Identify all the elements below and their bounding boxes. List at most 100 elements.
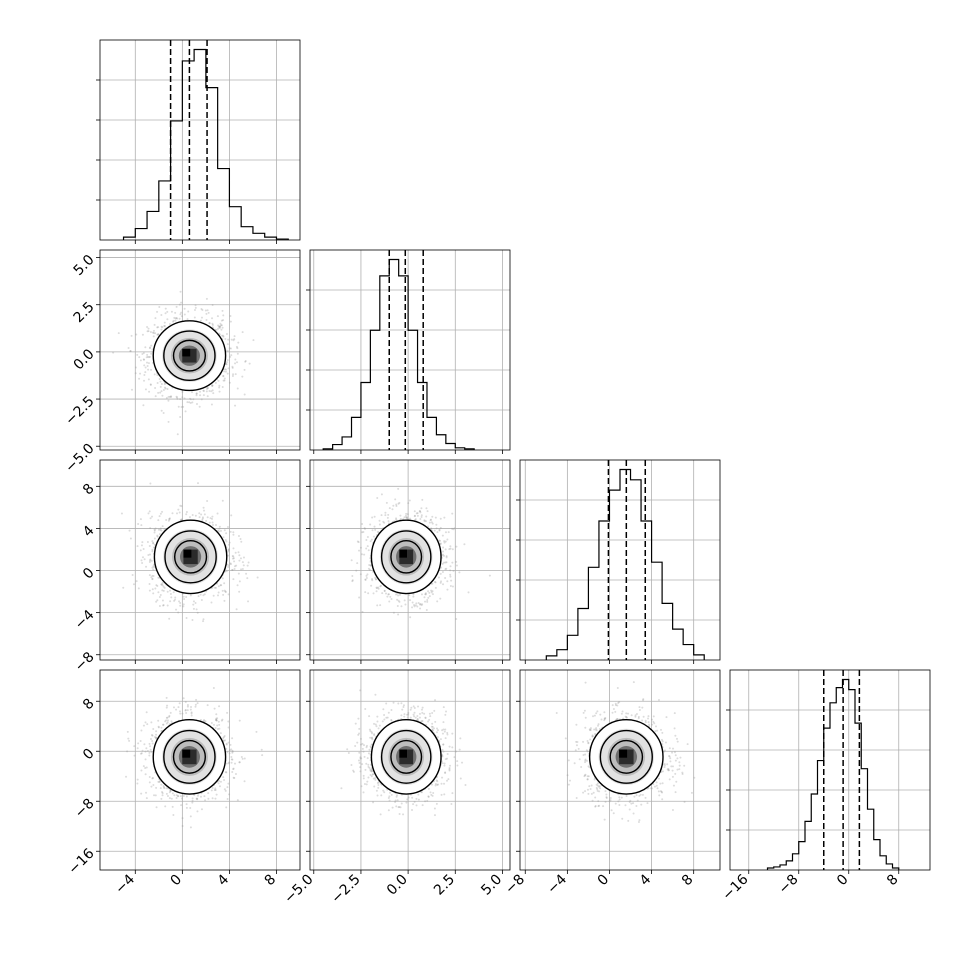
scatter-point: [149, 331, 152, 334]
scatter-point: [442, 554, 445, 557]
scatter-point: [236, 584, 239, 587]
scatter-point: [408, 499, 411, 502]
scatter-point: [165, 518, 168, 521]
scatter-point: [233, 335, 236, 338]
scatter-point: [210, 722, 213, 725]
scatter-point: [440, 566, 443, 569]
scatter-point: [375, 590, 378, 593]
scatter-point: [219, 529, 222, 532]
scatter-point: [234, 373, 237, 376]
scatter-point: [161, 589, 164, 592]
scatter-point: [443, 541, 446, 544]
scatter-point: [458, 571, 461, 574]
scatter-point: [415, 512, 418, 515]
scatter-point: [399, 514, 402, 517]
scatter-point: [153, 543, 156, 546]
scatter-point: [225, 570, 228, 573]
scatter-point: [444, 531, 447, 534]
scatter-point: [223, 589, 226, 592]
scatter-point: [397, 599, 400, 602]
scatter-point: [158, 533, 161, 536]
scatter-point: [186, 401, 189, 404]
scatter-point: [444, 548, 447, 551]
scatter-point: [183, 313, 186, 316]
scatter-point: [166, 716, 169, 719]
scatter-point: [161, 326, 164, 329]
scatter-point: [373, 515, 376, 518]
y-tick-label: −4: [72, 607, 98, 633]
scatter-point: [445, 556, 448, 559]
density-group-2-1: [350, 487, 491, 621]
hist-panel-0: [100, 40, 300, 240]
scatter-point: [198, 512, 201, 515]
scatter-point: [217, 591, 220, 594]
scatter-point: [185, 596, 188, 599]
scatter-point: [192, 600, 195, 603]
scatter-point: [185, 513, 188, 516]
scatter-point: [219, 325, 222, 328]
scatter-point: [143, 373, 146, 376]
scatter-point: [225, 806, 228, 809]
scatter-point: [159, 391, 162, 394]
scatter-point: [206, 499, 209, 502]
scatter-point: [418, 603, 421, 606]
scatter-point: [140, 524, 143, 527]
scatter-point: [230, 514, 233, 517]
scatter-point: [232, 373, 235, 376]
scatter-point: [441, 562, 444, 565]
scatter-point: [147, 330, 150, 333]
scatter-point: [216, 717, 219, 720]
scatter-point: [148, 553, 151, 556]
scatter-point: [409, 616, 412, 619]
scatter-point: [445, 561, 448, 564]
scatter-point: [228, 381, 231, 384]
scatter-point: [142, 765, 145, 768]
scatter-point: [225, 771, 228, 774]
hist-panel-3: [730, 670, 930, 870]
scatter-point: [160, 583, 163, 586]
scatter-point: [222, 736, 225, 739]
scatter-point: [424, 593, 427, 596]
scatter-point: [210, 403, 213, 406]
scatter-point: [184, 701, 187, 704]
scatter-point: [441, 570, 444, 573]
scatter-point: [373, 525, 376, 528]
x-tick-label: 0: [168, 872, 186, 890]
scatter-point: [241, 567, 244, 570]
scatter-point: [149, 748, 152, 751]
scatter-point: [368, 563, 371, 566]
scatter-point: [200, 308, 203, 311]
scatter-point: [155, 806, 158, 809]
scatter-point: [219, 780, 222, 783]
scatter-point: [140, 544, 143, 547]
scatter-point: [179, 504, 182, 507]
scatter-point: [157, 333, 160, 336]
y-tick-label: 0: [80, 565, 98, 583]
scatter-point: [220, 584, 223, 587]
scatter-point: [237, 572, 240, 575]
scatter-point: [424, 600, 427, 603]
scatter-point: [181, 825, 184, 828]
scatter-point: [211, 384, 214, 387]
y-tick-label: −2.5: [62, 393, 97, 428]
scatter-point: [204, 309, 207, 312]
scatter-point: [389, 595, 392, 598]
scatter-point: [239, 538, 242, 541]
scatter-point: [195, 394, 198, 397]
scatter-point: [148, 510, 151, 513]
scatter-point: [396, 605, 399, 608]
scatter-point: [148, 355, 151, 358]
scatter-point: [449, 569, 452, 572]
scatter-point: [219, 584, 222, 587]
scatter-point: [369, 523, 372, 526]
scatter-point: [449, 545, 452, 548]
scatter-point: [156, 333, 159, 336]
scatter-point: [387, 513, 390, 516]
scatter-point: [180, 315, 183, 318]
scatter-point: [151, 742, 154, 745]
scatter-point: [420, 604, 423, 607]
y-tick-label: 8: [80, 481, 98, 499]
scatter-point: [148, 390, 151, 393]
scatter-point: [159, 528, 162, 531]
scatter-point: [421, 603, 424, 606]
